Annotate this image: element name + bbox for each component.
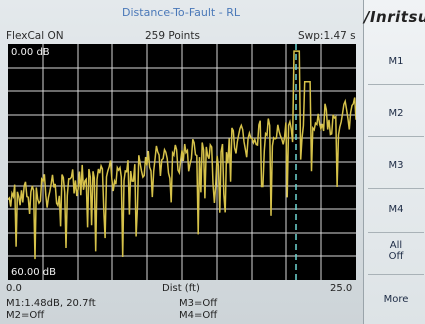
softkey-m1-button[interactable]: M1 xyxy=(368,38,424,85)
marker-m2-readout: M2=Off xyxy=(6,310,45,321)
flexcal-status: FlexCal ON xyxy=(6,30,64,42)
plot-bottom-scale-label: 60.00 dB xyxy=(11,267,57,278)
points-status: 259 Points xyxy=(145,30,200,42)
marker-m4-readout: M4=Off xyxy=(179,310,218,321)
softkey-panel: /Inritsu M1 M2 M3 M4 All Off More xyxy=(363,0,425,324)
marker-m3-readout: M3=Off xyxy=(179,298,218,309)
softkey-m3-button[interactable]: M3 xyxy=(368,142,424,189)
measurement-trace xyxy=(8,50,356,260)
x-axis-end: 25.0 xyxy=(330,283,353,294)
trace-plot[interactable]: 0.00 dB 60.00 dB xyxy=(8,44,356,280)
x-axis-label: Dist (ft) xyxy=(162,283,200,294)
softkey-m4-button[interactable]: M4 xyxy=(368,186,424,233)
x-axis-start: 0.0 xyxy=(6,283,22,294)
sweep-time-status: Swp:1.47 s xyxy=(298,30,356,42)
softkey-all-off-button[interactable]: All Off xyxy=(368,228,424,275)
softkey-m2-button[interactable]: M2 xyxy=(368,90,424,137)
measurement-title: Distance-To-Fault - RL xyxy=(122,6,240,19)
trace-graph xyxy=(8,44,356,280)
plot-top-scale-label: 0.00 dB xyxy=(11,47,50,58)
brand-logo: /Inritsu xyxy=(364,8,425,26)
marker-m1-readout: M1:1.48dB, 20.7ft xyxy=(6,298,96,309)
softkey-more-button[interactable]: More xyxy=(383,293,409,305)
